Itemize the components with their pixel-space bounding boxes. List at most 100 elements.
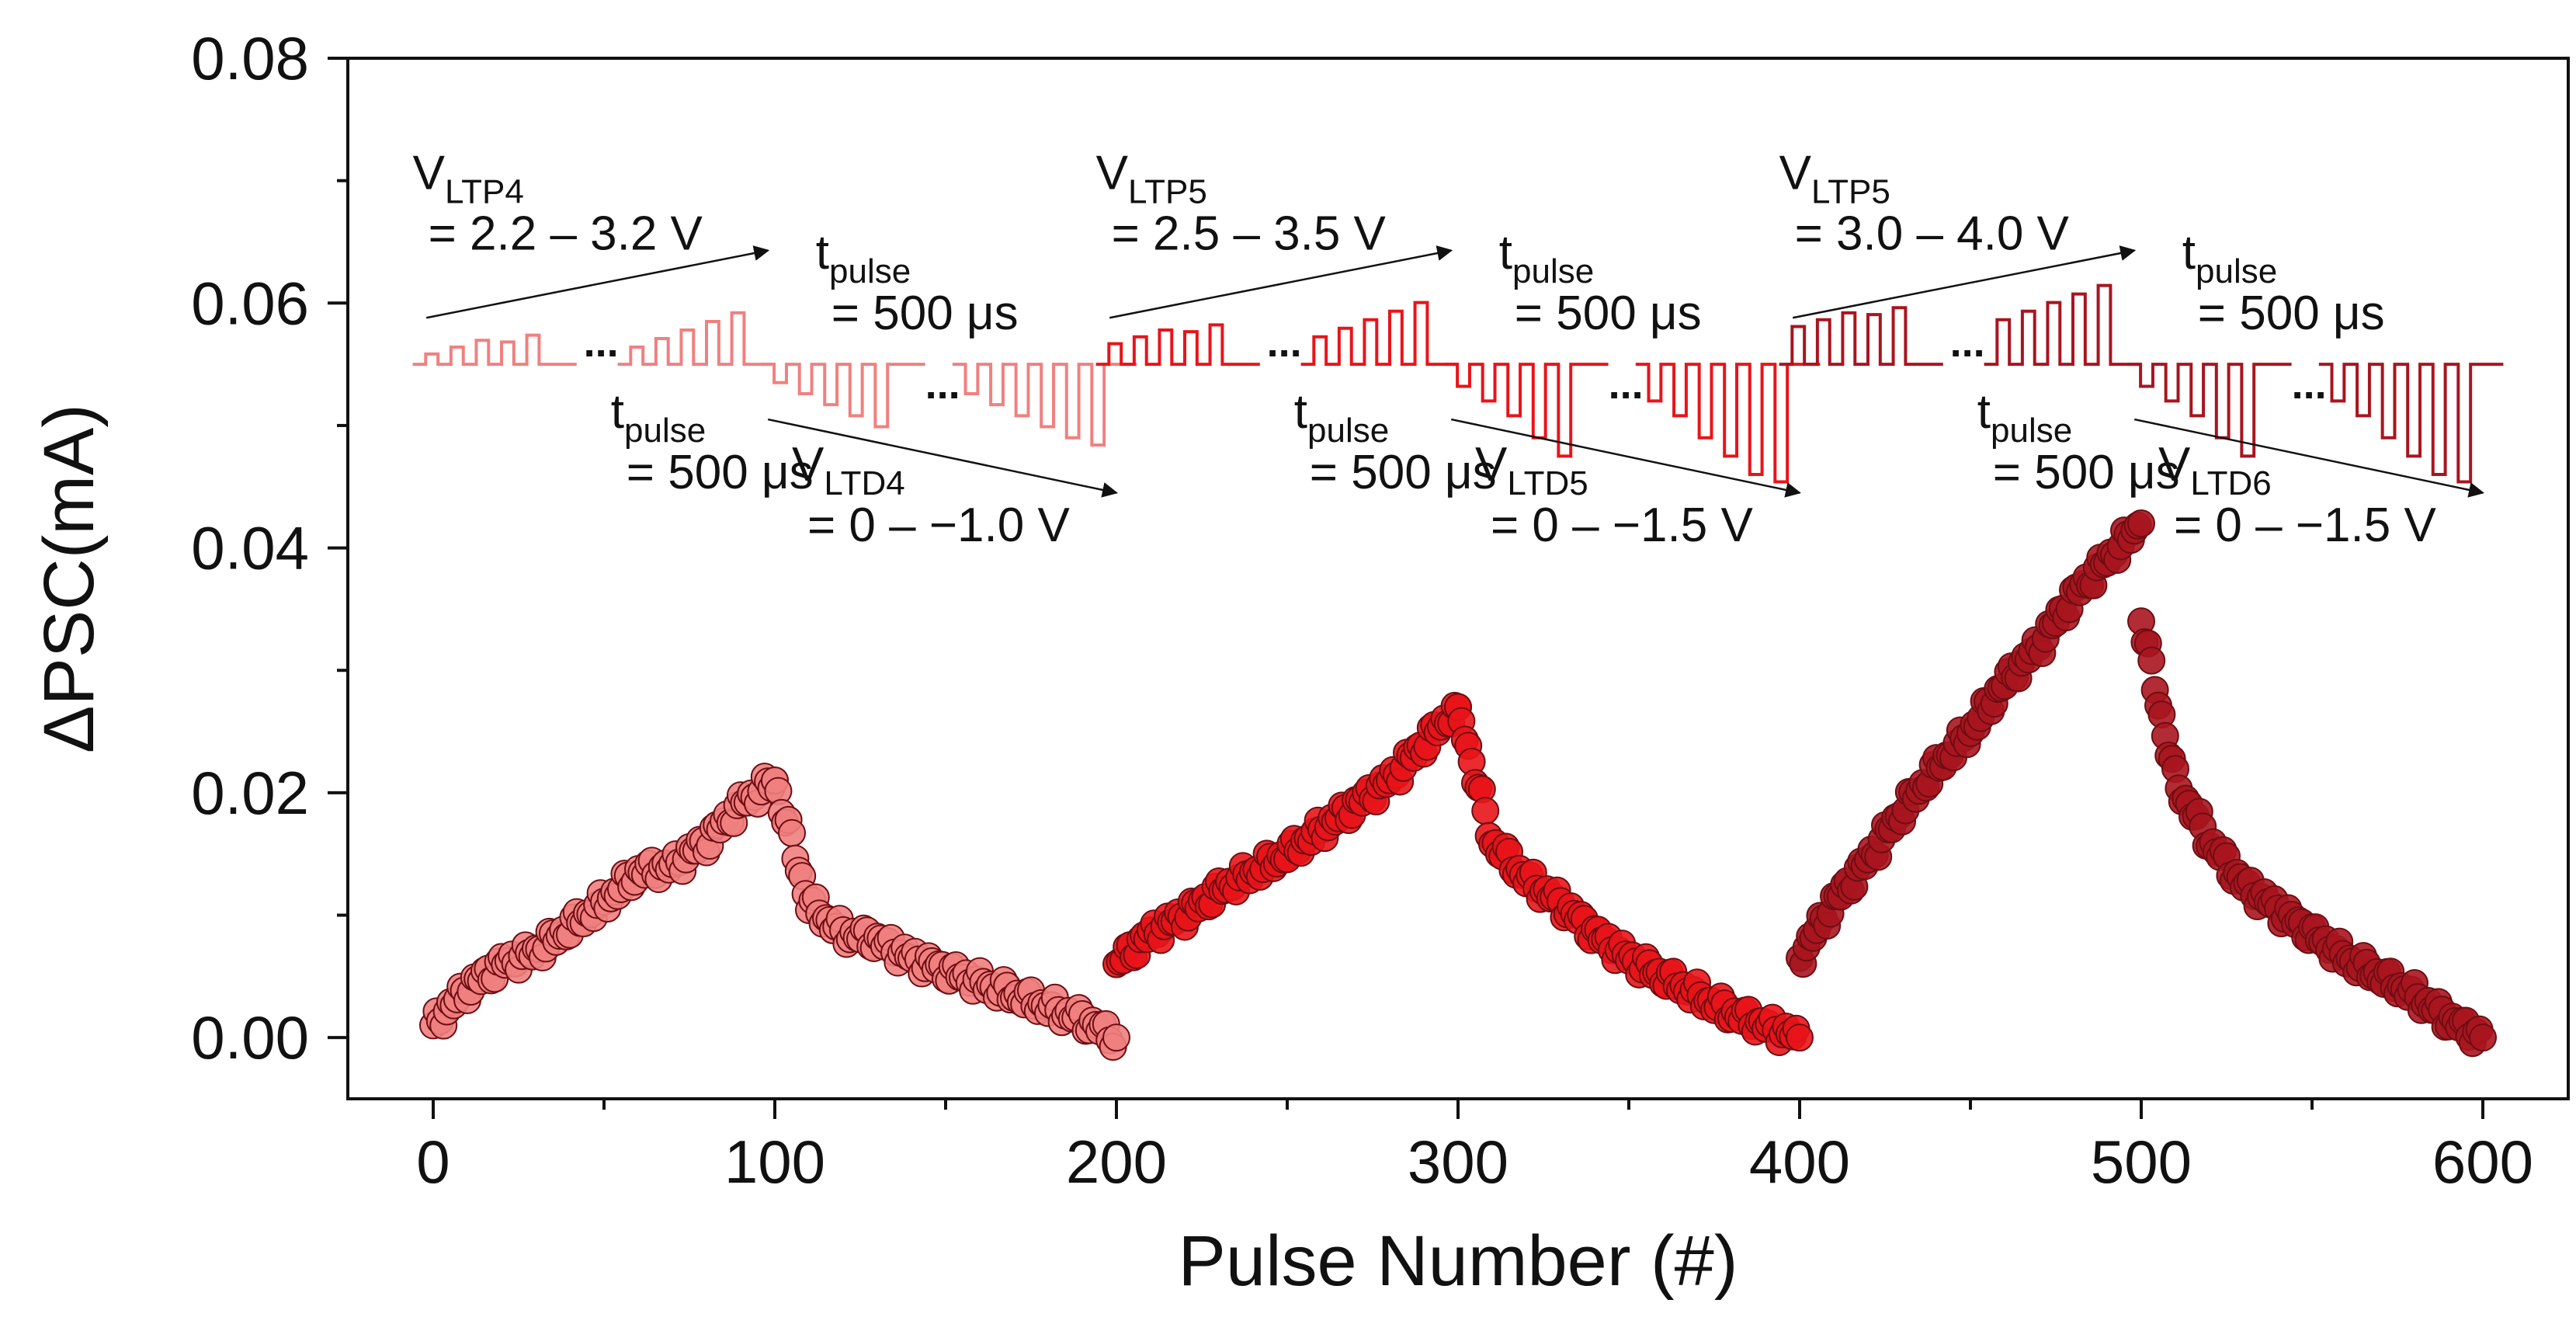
t_ltp-main: t xyxy=(611,385,624,439)
ltd-arrow xyxy=(767,418,1118,498)
t_ltp-label: tpulse xyxy=(1294,385,1389,450)
t_ltp-value: = 500 μs xyxy=(627,446,814,499)
t_ltd-value: = 500 μs xyxy=(2198,287,2385,340)
v_ltp-label: VLTP4 xyxy=(413,147,524,211)
t_ltd-value: = 500 μs xyxy=(1515,287,1702,340)
v_ltd-main: V xyxy=(792,438,825,492)
x-tick-label: 200 xyxy=(1066,1128,1167,1196)
ellipsis-ltp: ... xyxy=(584,319,619,366)
depression-point xyxy=(1102,1023,1130,1052)
v_ltp-value: = 3.0 – 4.0 V xyxy=(1795,207,2070,261)
t_ltd-label: tpulse xyxy=(2182,226,2277,290)
y-tick-label: 0.02 xyxy=(191,759,309,827)
ellipsis-ltd: ... xyxy=(1609,361,1644,408)
t_ltd-sub: pulse xyxy=(829,252,911,290)
ltp-pulse-train-b xyxy=(1984,283,2141,367)
x-axis: 0 100 200 300 400 500 600 xyxy=(416,1099,2533,1196)
y-axis-title: ΔPSC(mA) xyxy=(30,404,109,753)
v_ltd-main: V xyxy=(1475,438,1508,492)
v_ltd-value: = 0 – −1.5 V xyxy=(2174,499,2436,552)
ellipsis-ltd: ... xyxy=(925,361,960,408)
ltp-arrow xyxy=(425,245,770,319)
x-tick-label: 100 xyxy=(724,1128,825,1196)
x-tick-label: 500 xyxy=(2091,1128,2192,1196)
t_ltp-main: t xyxy=(1977,385,1991,439)
ltd-pulse-train-b xyxy=(2318,363,2504,484)
t_ltd-value: = 500 μs xyxy=(831,287,1019,340)
ltd-pulse-train-b xyxy=(952,363,1137,447)
t_ltp-value: = 500 μs xyxy=(1993,446,2180,499)
v_ltp-value: = 2.2 – 3.2 V xyxy=(429,207,703,261)
data-points xyxy=(419,509,2497,1062)
t_ltd-sub: pulse xyxy=(2196,252,2277,290)
v_ltp-label: VLTP5 xyxy=(1096,147,1207,211)
ltd-pulse-train-b xyxy=(1635,363,1821,484)
depression-point xyxy=(778,818,806,847)
v_ltp-main: V xyxy=(413,147,446,200)
v_ltd-value: = 0 – −1.0 V xyxy=(807,499,1070,552)
t_ltd-main: t xyxy=(2182,226,2196,280)
depression-point xyxy=(2137,646,2166,675)
x-tick-label: 600 xyxy=(2432,1128,2533,1196)
v_ltd-sub: LTD4 xyxy=(824,464,904,502)
ltp-pulse-train-b xyxy=(617,311,775,367)
ltd-pulse-train-a xyxy=(2127,363,2292,458)
ltp-pulse-train-a xyxy=(412,333,577,367)
t_ltd-sub: pulse xyxy=(1512,252,1594,290)
depression-point xyxy=(1786,1023,1814,1052)
ltp-pulse-train-a xyxy=(1095,323,1260,367)
v_ltd-main: V xyxy=(2158,438,2191,492)
v_ltd-label: VLTD5 xyxy=(1475,438,1588,502)
v_ltp-label: VLTP5 xyxy=(1779,147,1890,211)
x-tick-label: 300 xyxy=(1408,1128,1508,1196)
ltd-pulse-train-a xyxy=(761,363,925,429)
ltp-arrow xyxy=(1792,245,2137,319)
v_ltp-value: = 2.5 – 3.5 V xyxy=(1112,207,1387,261)
ellipsis-ltd: ... xyxy=(2292,361,2327,408)
t_ltp-value: = 500 μs xyxy=(1310,446,1497,499)
x-tick-label: 0 xyxy=(416,1128,450,1196)
ellipsis-ltp: ... xyxy=(1267,319,1302,366)
t_ltp-sub: pulse xyxy=(624,412,706,450)
t_ltp-main: t xyxy=(1294,385,1307,439)
v_ltp-sub: LTP4 xyxy=(445,173,524,211)
v_ltp-sub: LTP5 xyxy=(1128,173,1207,211)
v_ltd-label: VLTD4 xyxy=(792,438,905,502)
t_ltp-label: tpulse xyxy=(1977,385,2072,450)
t_ltp-label: tpulse xyxy=(611,385,706,450)
ltp-pulse-train-b xyxy=(1300,301,1458,367)
series-cycle-6 xyxy=(1786,509,2497,1058)
y-axis: 0.00 0.02 0.04 0.06 0.08 xyxy=(191,24,348,1072)
ltd-arrow xyxy=(2133,418,2484,498)
depression-point xyxy=(2469,1023,2497,1052)
ltp-arrow xyxy=(1109,245,1453,319)
x-tick-label: 400 xyxy=(1749,1128,1850,1196)
v_ltd-sub: LTD5 xyxy=(1507,464,1588,502)
series-cycle-4 xyxy=(419,763,1130,1062)
v_ltp-main: V xyxy=(1096,147,1129,200)
t_ltp-sub: pulse xyxy=(1307,412,1389,450)
ltd-pulse-train-a xyxy=(1444,363,1609,458)
t_ltp-sub: pulse xyxy=(1991,412,2072,450)
t_ltd-label: tpulse xyxy=(1499,226,1594,290)
series-cycle-5 xyxy=(1102,691,1814,1056)
y-tick-label: 0.08 xyxy=(191,24,309,92)
y-tick-label: 0.04 xyxy=(191,514,309,582)
x-axis-title: Pulse Number (#) xyxy=(1179,1221,1738,1301)
ltp-pulse-train-a xyxy=(1779,306,1943,367)
ltd-arrow xyxy=(1450,418,1801,498)
y-tick-label: 0.00 xyxy=(191,1003,309,1072)
depression-point xyxy=(1471,797,1500,825)
v_ltd-value: = 0 – −1.5 V xyxy=(1491,499,1753,552)
v_ltp-main: V xyxy=(1779,147,1812,200)
y-tick-label: 0.06 xyxy=(191,269,309,337)
v_ltd-sub: LTD6 xyxy=(2190,464,2271,502)
ellipsis-ltp: ... xyxy=(1950,319,1985,366)
t_ltd-label: tpulse xyxy=(816,226,911,290)
t_ltd-main: t xyxy=(1499,226,1512,280)
